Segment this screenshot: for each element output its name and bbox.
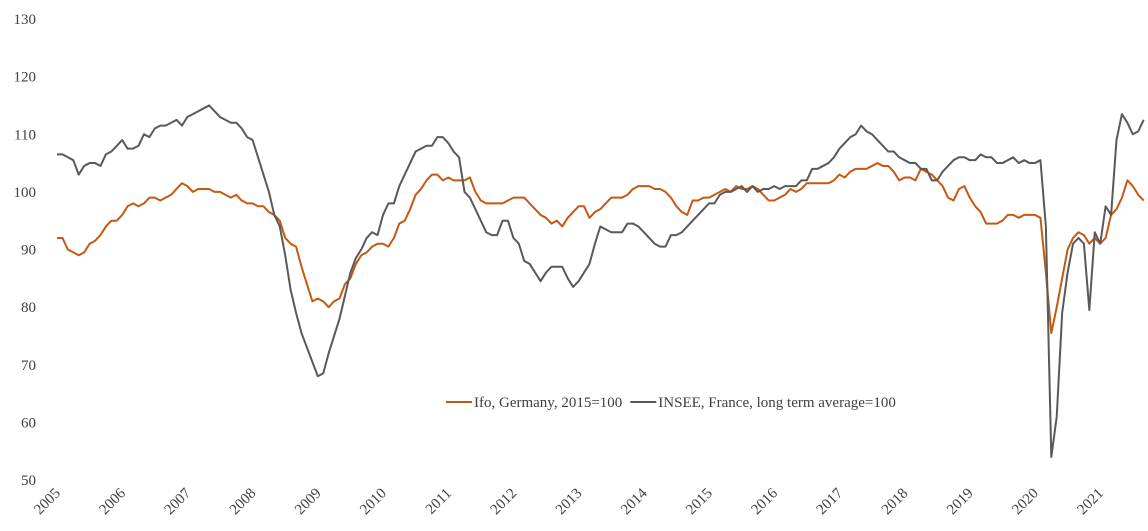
x-tick-label: 2016 xyxy=(749,485,782,518)
y-tick-label: 90 xyxy=(21,243,36,259)
series-line xyxy=(57,162,1145,335)
x-tick-label: 2019 xyxy=(944,486,977,519)
x-tick-label: 2012 xyxy=(488,486,521,519)
legend-label: INSEE, France, long term average=100 xyxy=(658,395,896,411)
x-tick-label: 2008 xyxy=(227,486,260,519)
x-tick-label: 2018 xyxy=(879,486,912,519)
legend-label: Ifo, Germany, 2015=100 xyxy=(474,395,622,411)
y-tick-label: 60 xyxy=(21,415,36,431)
y-tick-label: 130 xyxy=(14,12,37,28)
y-tick-label: 80 xyxy=(21,300,36,316)
x-tick-label: 2014 xyxy=(618,485,651,518)
series-line xyxy=(57,104,1145,458)
x-tick-label: 2013 xyxy=(553,486,586,519)
x-tick-label: 2017 xyxy=(814,485,847,518)
x-tick-label: 2011 xyxy=(423,486,455,518)
x-tick-label: 2009 xyxy=(292,486,325,519)
y-tick-label: 70 xyxy=(21,358,36,374)
x-tick-label: 2010 xyxy=(357,486,390,519)
x-tick-label: 2005 xyxy=(31,486,64,519)
y-tick-label: 50 xyxy=(21,473,36,489)
y-tick-label: 120 xyxy=(14,70,37,86)
x-tick-label: 2020 xyxy=(1009,486,1042,519)
x-tick-label: 2007 xyxy=(162,485,195,518)
x-tick-label: 2006 xyxy=(97,485,130,518)
x-tick-label: 2021 xyxy=(1075,486,1108,519)
y-tick-label: 110 xyxy=(14,127,36,143)
x-tick-label: 2015 xyxy=(683,486,716,519)
y-tick-label: 100 xyxy=(14,185,37,201)
